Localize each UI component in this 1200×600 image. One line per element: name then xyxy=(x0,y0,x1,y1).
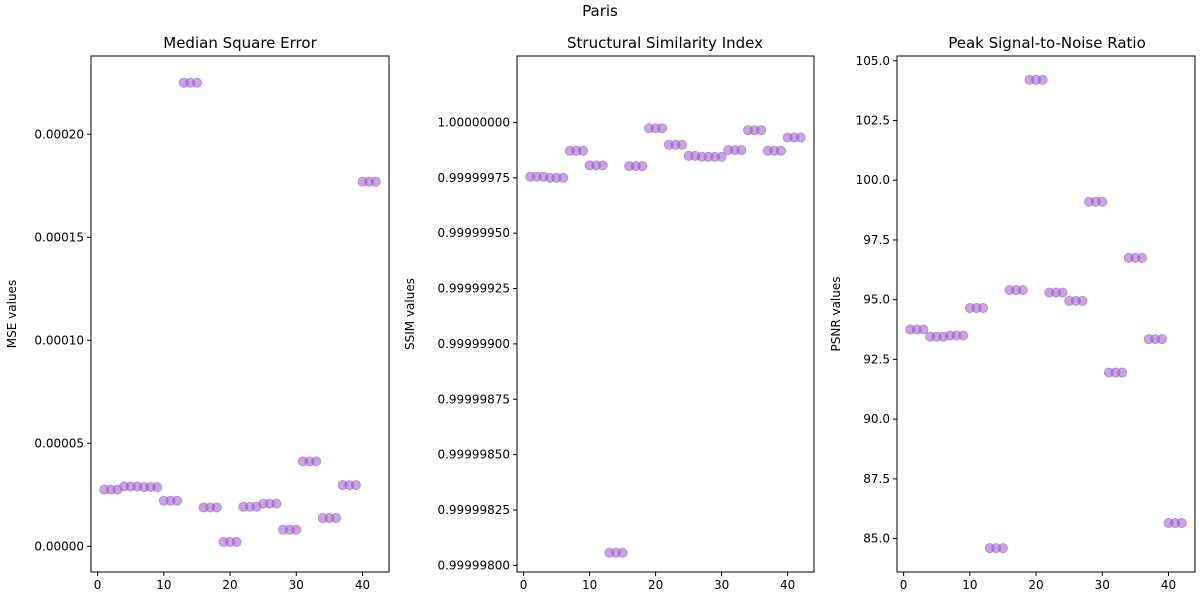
y-tick-label: 0.99999875 xyxy=(437,392,510,406)
data-point xyxy=(716,151,727,162)
x-tick-label: 0 xyxy=(900,578,908,592)
data-point xyxy=(958,330,969,341)
x-tick-label: 40 xyxy=(780,578,795,592)
data-point xyxy=(1156,334,1167,345)
y-ticks: 85.0 87.5 90.0 92.5 95.0 97.5 100.0 102.5 105.0 xyxy=(856,54,897,546)
data-point xyxy=(1097,196,1108,207)
subplot-title: Median Square Error xyxy=(163,34,317,52)
data-point xyxy=(918,324,929,335)
figure-suptitle: Paris xyxy=(582,2,618,20)
y-tick-label: 90.0 xyxy=(863,412,890,426)
data-point xyxy=(152,482,163,493)
x-tick-label: 0 xyxy=(520,578,528,592)
x-tick-label: 20 xyxy=(222,578,237,592)
data-point xyxy=(331,513,342,524)
plot-frame xyxy=(516,55,815,573)
y-tick-label: 97.5 xyxy=(863,233,890,247)
x-ticks: 0 10 20 30 40 xyxy=(900,572,1176,592)
data-points xyxy=(99,77,381,547)
data-point xyxy=(558,172,569,183)
y-tick-label: 95.0 xyxy=(863,293,890,307)
data-point xyxy=(1037,74,1048,85)
data-point xyxy=(1077,295,1088,306)
data-point xyxy=(776,145,787,156)
x-tick-label: 20 xyxy=(1028,578,1043,592)
y-tick-label: 0.00020 xyxy=(34,127,84,141)
data-point xyxy=(978,303,989,314)
data-points xyxy=(525,123,806,558)
data-point xyxy=(1176,518,1187,529)
y-tick-label: 87.5 xyxy=(863,472,890,486)
data-point xyxy=(997,543,1008,554)
subplot-ssim: Structural Similarity Index SSIM values … xyxy=(403,34,815,592)
x-tick-label: 40 xyxy=(1161,578,1176,592)
y-tick-label: 0.99999950 xyxy=(437,226,510,240)
data-point xyxy=(1117,367,1128,378)
y-tick-label: 0.99999925 xyxy=(437,282,510,296)
data-point xyxy=(172,495,183,506)
data-point xyxy=(191,77,202,88)
subplot-mse: Median Square Error MSE values 0 10 20 30 40… xyxy=(5,34,390,592)
data-point xyxy=(637,161,648,172)
y-tick-label: 0.99999900 xyxy=(437,337,510,351)
data-point xyxy=(350,480,361,491)
y-axis-label: MSE values xyxy=(5,280,19,348)
y-tick-label: 0.99999850 xyxy=(437,448,510,462)
plot-frame xyxy=(90,55,390,573)
subplot-psnr: Peak Signal-to-Noise Ratio PSNR values 0… xyxy=(829,34,1196,592)
x-ticks: 0 10 20 30 40 xyxy=(520,572,795,592)
x-tick-label: 10 xyxy=(962,578,977,592)
x-tick-label: 20 xyxy=(648,578,663,592)
data-point xyxy=(617,547,628,558)
data-point xyxy=(211,502,222,513)
y-tick-label: 0.99999800 xyxy=(437,558,510,572)
y-tick-label: 0.00010 xyxy=(34,333,84,347)
data-point xyxy=(231,536,242,547)
y-tick-label: 0.99999825 xyxy=(437,503,510,517)
data-point xyxy=(370,176,381,187)
y-ticks: 0.00000 0.00005 0.00010 0.00015 0.00020 xyxy=(34,127,91,553)
data-point xyxy=(1057,287,1068,298)
x-tick-label: 10 xyxy=(582,578,597,592)
data-point xyxy=(271,498,282,509)
y-tick-label: 100.0 xyxy=(856,173,890,187)
y-tick-label: 0.00015 xyxy=(34,230,84,244)
y-tick-label: 102.5 xyxy=(856,114,890,128)
x-tick-label: 0 xyxy=(94,578,102,592)
y-tick-label: 85.0 xyxy=(863,532,890,546)
x-tick-label: 10 xyxy=(156,578,171,592)
x-tick-label: 30 xyxy=(714,578,729,592)
x-tick-label: 30 xyxy=(289,578,304,592)
subplot-title: Peak Signal-to-Noise Ratio xyxy=(948,34,1146,52)
data-points xyxy=(905,74,1187,554)
y-tick-label: 0.00005 xyxy=(34,436,84,450)
data-point xyxy=(578,145,589,156)
y-tick-label: 1.00000000 xyxy=(437,115,510,129)
data-point xyxy=(736,145,747,156)
x-tick-label: 30 xyxy=(1095,578,1110,592)
x-ticks: 0 10 20 30 40 xyxy=(94,572,370,592)
data-point xyxy=(657,123,668,134)
x-tick-label: 40 xyxy=(355,578,370,592)
y-axis-label: SSIM values xyxy=(403,278,417,350)
data-point xyxy=(677,139,688,150)
y-axis-label: PSNR values xyxy=(829,276,843,351)
data-point xyxy=(756,125,767,136)
data-point xyxy=(795,132,806,143)
y-tick-label: 92.5 xyxy=(863,352,890,366)
y-tick-label: 0.99999975 xyxy=(437,171,510,185)
y-tick-label: 0.00000 xyxy=(34,539,84,553)
data-point xyxy=(311,456,322,467)
subplot-title: Structural Similarity Index xyxy=(567,34,763,52)
data-point xyxy=(291,524,302,535)
data-point xyxy=(1017,285,1028,296)
y-tick-label: 105.0 xyxy=(856,54,890,68)
data-point xyxy=(1137,252,1148,263)
data-point xyxy=(597,160,608,171)
y-ticks: 0.99999800 0.99999825 0.99999850 0.99999875… xyxy=(437,115,517,572)
plot-frame xyxy=(896,55,1196,573)
